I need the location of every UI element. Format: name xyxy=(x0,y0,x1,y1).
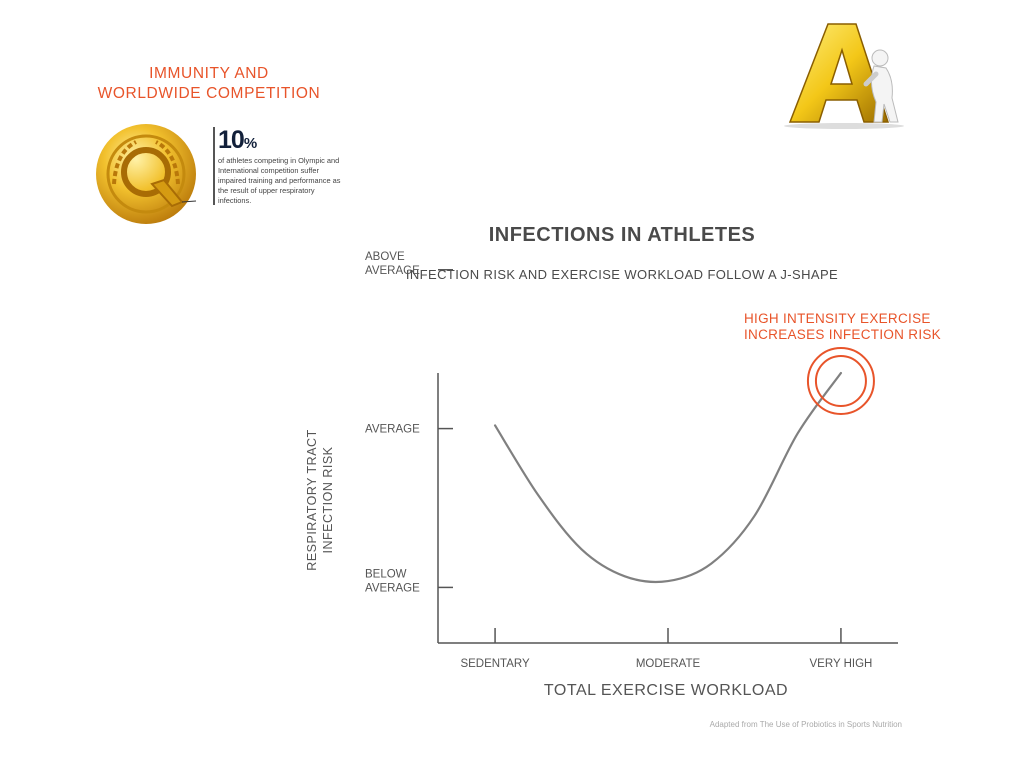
x-tick-label: SEDENTARY xyxy=(460,658,530,670)
highlight-ring-outer xyxy=(806,347,875,415)
stat-description: of athletes competing in Olympic and Int… xyxy=(218,156,341,205)
y-tick-label: AVERAGE xyxy=(365,424,420,436)
stat-number: 10 xyxy=(218,126,245,154)
stat-unit: % xyxy=(243,135,258,152)
annotation-text: HIGH INTENSITY EXERCISE INCREASES INFECTI… xyxy=(744,311,941,342)
y-tick-label: ABOVE AVERAGE xyxy=(365,251,420,277)
chart-subtitle: INFECTION RISK AND EXERCISE WORKLOAD FOL… xyxy=(405,267,839,282)
stat-value: 10% xyxy=(218,126,257,158)
infection-risk-curve xyxy=(493,371,843,584)
stat-divider xyxy=(213,127,215,205)
immunity-title: IMMUNITY AND WORLDWIDE COMPETITION xyxy=(97,65,321,102)
chart-title: INFECTIONS IN ATHLETES xyxy=(488,224,756,246)
letter-a-logo-icon: A xyxy=(784,23,904,129)
x-tick-label: VERY HIGH xyxy=(810,658,873,670)
highlight-ring-inner xyxy=(814,355,867,407)
gold-medal-q-icon xyxy=(96,124,197,224)
y-axis-title: RESPIRATORY TRACT INFECTION RISK xyxy=(305,429,335,570)
x-tick-label: MODERATE xyxy=(636,658,701,670)
y-tick-label: BELOW AVERAGE xyxy=(365,568,420,594)
x-axis-title: TOTAL EXERCISE WORKLOAD xyxy=(544,682,788,699)
source-citation: Adapted from The Use of Probiotics in Sp… xyxy=(709,720,902,729)
